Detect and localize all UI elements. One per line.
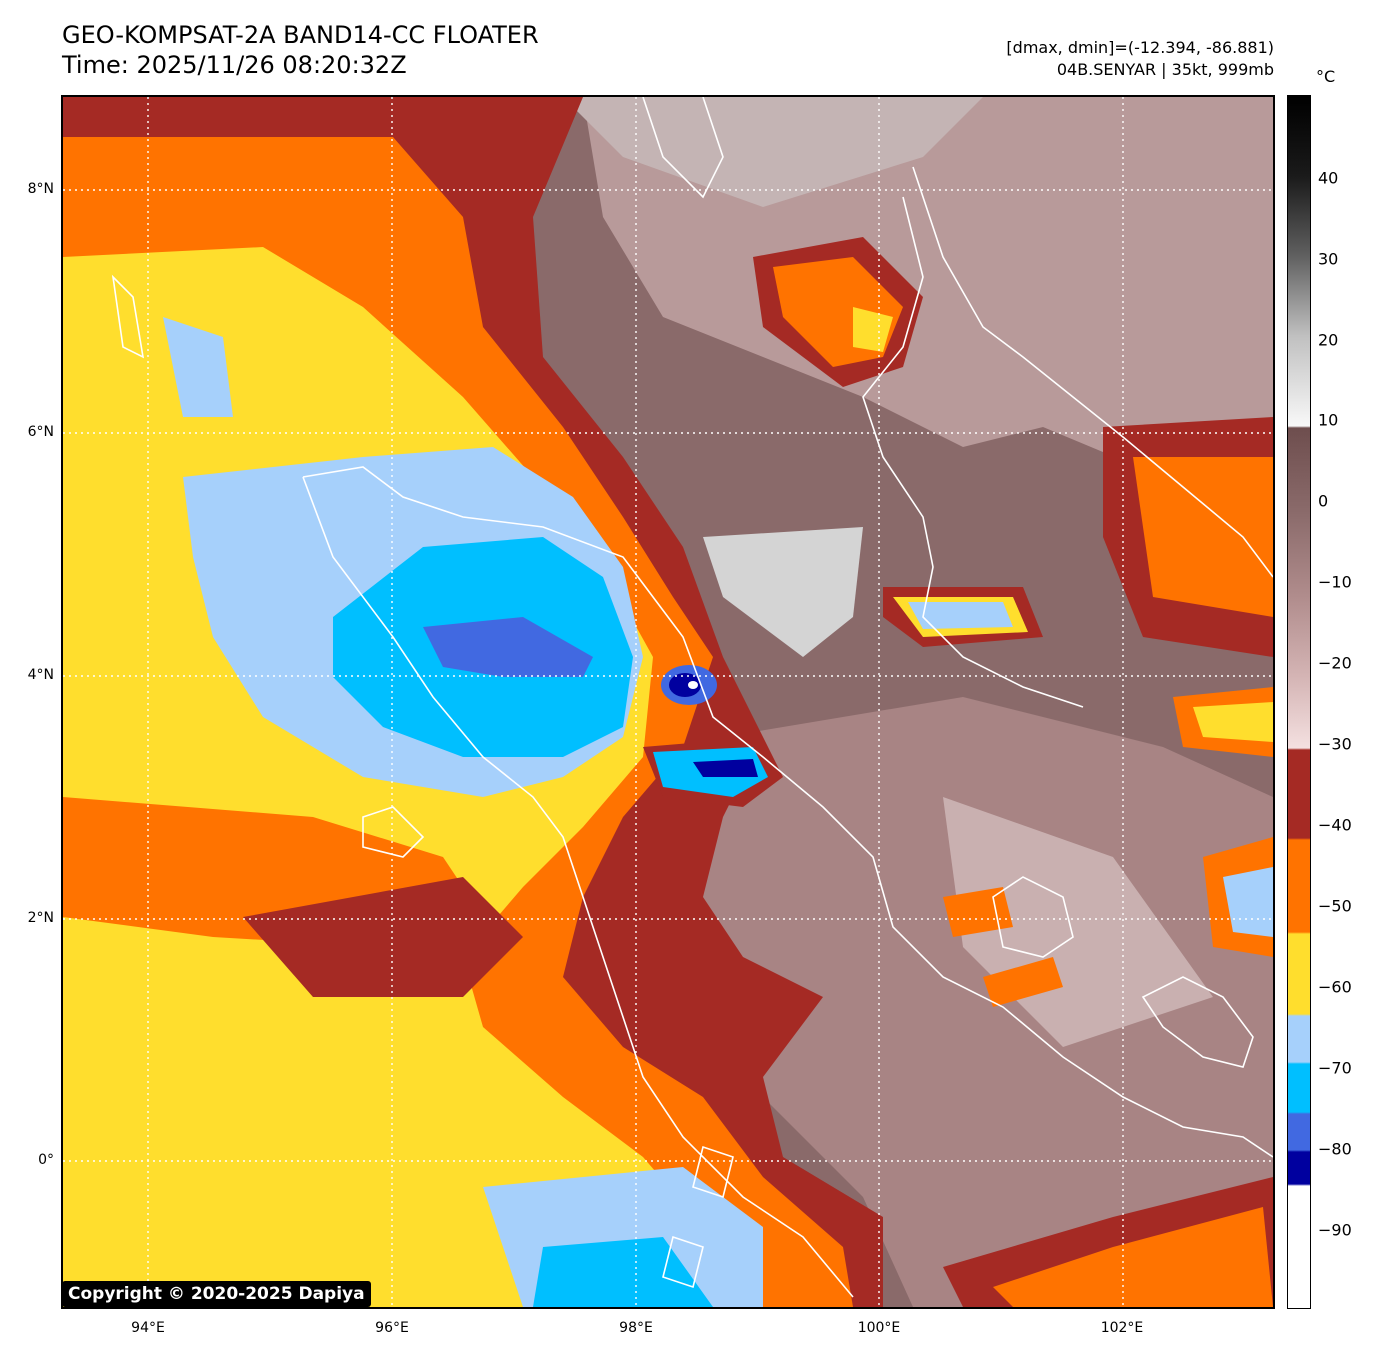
sumatra-west-coast — [302, 476, 854, 1298]
island-north — [642, 97, 724, 199]
colorbar — [1287, 95, 1311, 1309]
storm-core-white — [688, 681, 698, 689]
colorbar-tick-40: 40 — [1318, 168, 1339, 188]
chart-title: GEO-KOMPSAT-2A BAND14-CC FLOATER Time: 2… — [62, 20, 539, 80]
colorbar-tick-20: 20 — [1318, 330, 1339, 350]
batu-island — [662, 1235, 704, 1289]
peninsula-west — [862, 196, 1084, 708]
lon-label-96e: 96°E — [375, 1320, 409, 1336]
lat-label-8n: 8°N — [27, 181, 54, 197]
east-cell-4 — [943, 887, 1013, 937]
colorbar-tick-minus70: −70 — [1318, 1058, 1352, 1078]
lon-label-100e: 100°E — [857, 1320, 901, 1336]
grey-cloud-center — [703, 527, 863, 657]
east-cell-3-gold — [1193, 702, 1273, 742]
storm-name: 04B.SENYAR | 35kt, 999mb — [1056, 60, 1274, 79]
colorbar-unit: °C — [1316, 67, 1336, 86]
lake-east — [992, 876, 1074, 958]
east-cell-1-gold — [853, 307, 893, 352]
satellite-imagery — [63, 97, 1273, 1307]
grey-cloud-north — [563, 97, 983, 207]
lon-label-98e: 98°E — [619, 1320, 653, 1336]
land-south — [643, 697, 1273, 1307]
satellite-map — [61, 95, 1275, 1309]
colorbar-tick-minus20: −20 — [1318, 653, 1352, 673]
southeast-orange — [993, 1207, 1273, 1307]
east-cell-2-blue — [908, 602, 1013, 629]
storm-core-navy — [669, 673, 701, 697]
light-blue-north — [163, 317, 233, 417]
lon-label-102e: 102°E — [1100, 1320, 1144, 1336]
simeulue — [362, 806, 425, 858]
storm-info: [dmax, dmin]=(-12.394, -86.881) 04B.SENY… — [1006, 37, 1274, 81]
lat-label-0: 0° — [38, 1152, 54, 1168]
lat-label-4n: 4°N — [27, 667, 54, 683]
colorbar-tick-10: 10 — [1318, 410, 1339, 430]
colorbar-tick-minus50: −50 — [1318, 896, 1352, 916]
lat-label-2n: 2°N — [27, 910, 54, 926]
lon-label-94e: 94°E — [131, 1320, 165, 1336]
islands-east — [1141, 976, 1254, 1068]
royal-blue-core — [423, 617, 593, 677]
graticule — [63, 97, 1273, 1307]
colorbar-tick-minus60: −60 — [1318, 977, 1352, 997]
colorbar-tick-minus40: −40 — [1318, 815, 1352, 835]
east-cell-5 — [983, 957, 1063, 1007]
coastlines — [111, 97, 1273, 1298]
colorbar-tick-minus90: −90 — [1318, 1220, 1352, 1240]
colorbar-tick-30: 30 — [1318, 249, 1339, 269]
title-line-2: Time: 2025/11/26 08:20:32Z — [62, 51, 407, 79]
sumatra-north-coast — [302, 466, 1273, 1158]
east-edge-orange — [1133, 457, 1273, 617]
colorbar-tick-0: 0 — [1318, 491, 1329, 511]
andaman-island — [111, 274, 145, 359]
peninsula-east — [912, 166, 1273, 578]
copyright-badge: Copyright © 2020-2025 Dapiya — [62, 1281, 371, 1307]
brown-streak — [243, 877, 523, 997]
lat-label-6n: 6°N — [27, 424, 54, 440]
east-cell-6-blue — [1223, 867, 1273, 937]
secondary-band-core — [693, 759, 758, 777]
colorbar-tick-minus30: −30 — [1318, 734, 1352, 754]
colorbar-tick-minus10: −10 — [1318, 572, 1352, 592]
nias-island — [692, 1145, 734, 1199]
title-line-1: GEO-KOMPSAT-2A BAND14-CC FLOATER — [62, 21, 539, 49]
colorbar-tick-minus80: −80 — [1318, 1139, 1352, 1159]
temperature-range: [dmax, dmin]=(-12.394, -86.881) — [1006, 38, 1274, 57]
